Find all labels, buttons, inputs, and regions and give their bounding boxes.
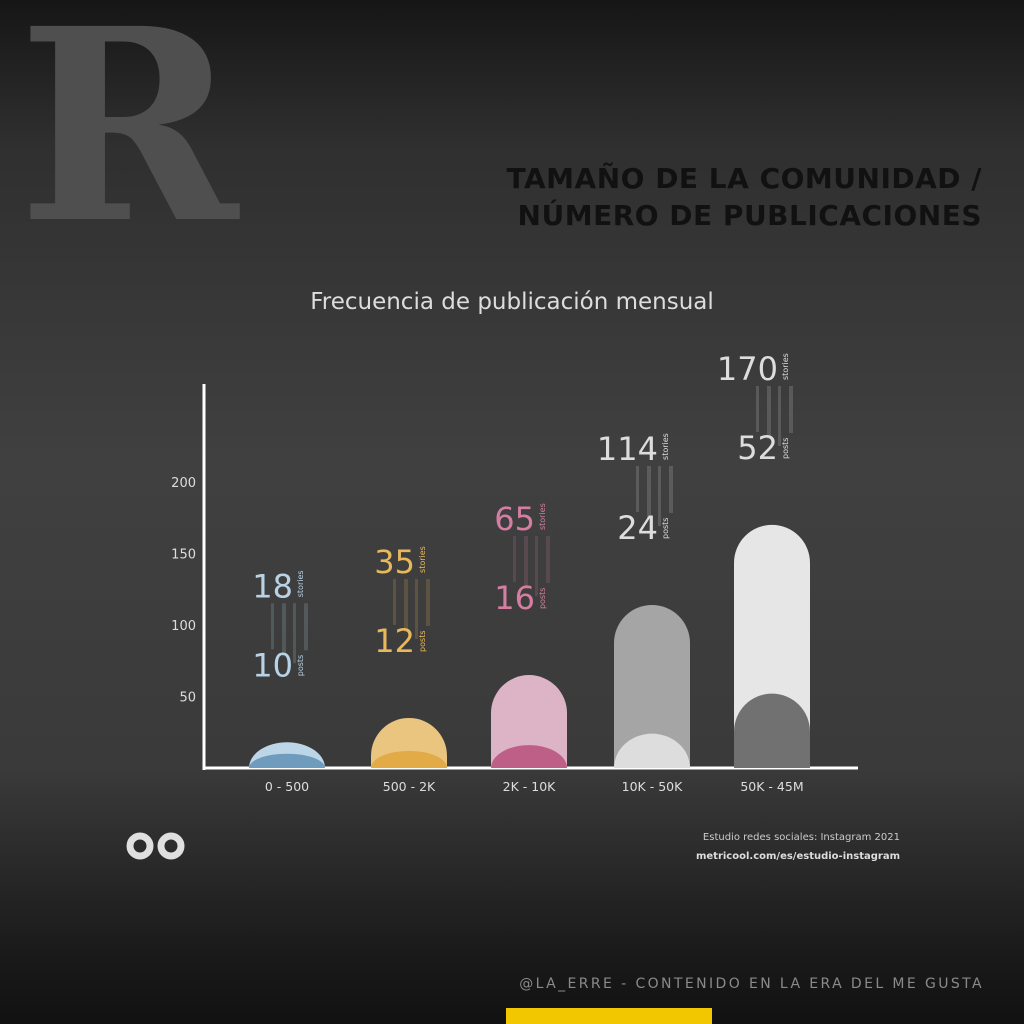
bar-posts [614,733,690,768]
label-streak [282,603,286,657]
title-line-2: NÚMERO DE PUBLICACIONES [517,199,982,232]
label-streak [426,578,430,626]
posts-value-label: 12 [374,622,415,660]
posts-value-label: 10 [252,646,293,684]
label-streak [546,536,550,584]
chart-title: Frecuencia de publicación mensual [310,289,714,315]
x-tick-label: 0 - 500 [265,779,309,794]
bar-stories [491,675,567,768]
label-streak [415,578,418,639]
source-line: Estudio redes sociales: Instagram 2021 [702,832,900,843]
stories-unit-label: stories [296,570,305,597]
label-streak [756,386,759,432]
x-tick-label: 2K - 10K [503,779,557,794]
x-tick-label: 10K - 50K [622,779,683,794]
label-streak [767,386,771,439]
y-tick-label: 50 [179,691,196,706]
stories-value-label: 170 [717,350,778,388]
stories-value-label: 114 [597,430,658,468]
stories-unit-label: stories [661,433,670,460]
label-streak [513,536,516,583]
label-streak [669,465,673,513]
label-streak [393,578,396,625]
x-tick-label: 50K - 45M [740,779,803,794]
bar-posts [734,693,810,768]
posts-value-label: 52 [737,429,778,467]
label-streak [271,603,274,650]
posts-unit-label: posts [661,518,670,539]
label-streak [304,603,308,651]
posts-unit-label: posts [296,655,305,676]
source-note: Estudio redes sociales: Instagram 2021 m… [696,828,900,866]
y-tick-label: 200 [171,476,196,491]
stories-value-label: 18 [252,567,293,605]
posts-value-label: 16 [494,579,535,617]
page-title: TAMAÑO DE LA COMUNIDAD / NÚMERO DE PUBLI… [507,160,982,234]
label-streak [535,536,538,597]
bar-posts [491,745,567,768]
bar-posts [249,753,325,768]
label-streak [647,465,651,519]
label-streak [789,386,793,433]
label-streak [778,386,781,446]
label-streak [404,578,408,632]
y-tick-label: 100 [171,619,196,634]
stories-unit-label: stories [781,353,790,380]
posts-value-label: 24 [617,509,658,547]
title-line-1: TAMAÑO DE LA COMUNIDAD / [506,162,982,195]
bar-posts [371,750,447,768]
posts-unit-label: posts [538,588,547,609]
stories-value-label: 65 [494,500,535,538]
stories-unit-label: stories [418,546,427,573]
stories-unit-label: stories [538,503,547,530]
label-streak [636,465,639,512]
posts-unit-label: posts [418,630,427,651]
logo-letter: R [18,0,239,282]
infinity-icon [124,826,188,870]
label-streak [658,465,661,526]
label-streak [293,603,296,664]
footer-credit: @LA_ERRE - CONTENIDO EN LA ERA DEL ME GU… [519,976,984,992]
posts-unit-label: posts [781,438,790,459]
label-streak [524,536,528,590]
accent-bar [506,1008,712,1024]
x-tick-label: 500 - 2K [383,779,436,794]
bar-stories [614,604,690,768]
stories-value-label: 35 [374,543,415,581]
y-tick-label: 150 [171,548,196,563]
source-url: metricool.com/es/estudio-instagram [695,851,900,862]
